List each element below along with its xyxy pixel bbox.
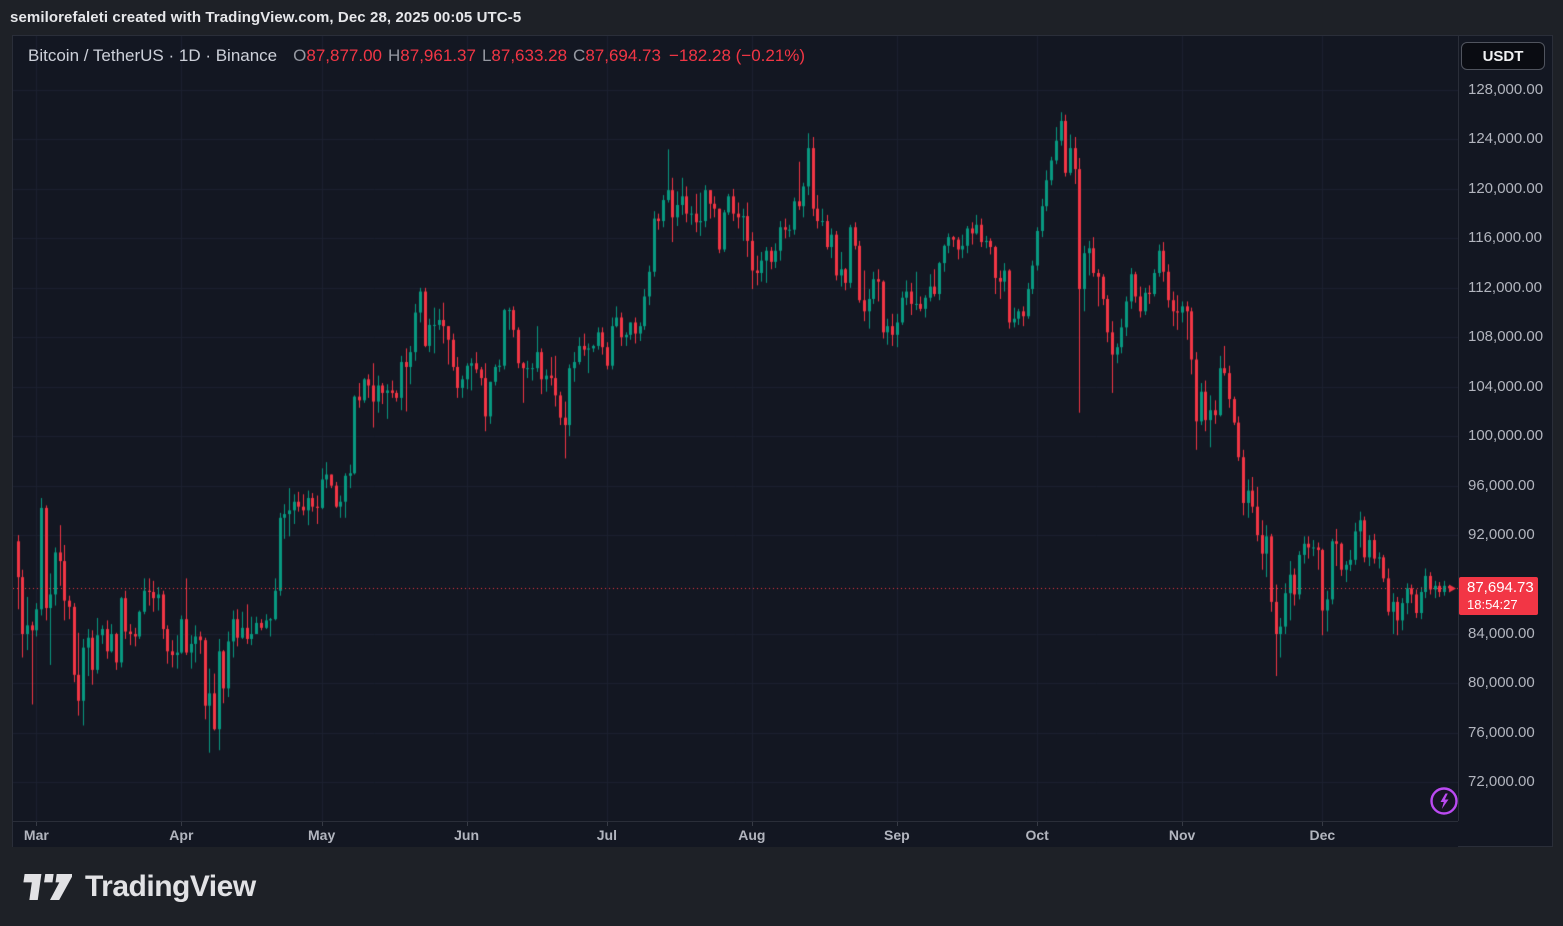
time-axis[interactable]: Mar Apr May Jun Jul Aug Sep Oct Nov Dec — [13, 821, 1458, 847]
y-axis-label: 72,000.00 — [1468, 773, 1535, 791]
chart-plot-area[interactable]: Bitcoin / TetherUS · 1D · Binance O87,877… — [13, 36, 1458, 821]
y-axis-label: 96,000.00 — [1468, 476, 1535, 494]
tradingview-logo-icon — [23, 873, 72, 900]
x-axis-tick — [897, 822, 898, 826]
x-axis-label: Aug — [738, 827, 766, 843]
last-price-label: 87,694.73 18:54:27 — [1459, 577, 1538, 616]
high-label: H — [388, 46, 401, 65]
x-axis-label: Mar — [23, 827, 49, 843]
y-axis-label: 100,000.00 — [1468, 427, 1544, 445]
footer: TradingView — [0, 847, 1563, 926]
y-axis-label: 80,000.00 — [1468, 674, 1535, 692]
x-axis-label: Jul — [596, 827, 618, 843]
x-axis-label: Apr — [169, 827, 194, 843]
x-axis-tick — [752, 822, 753, 826]
open-label: O — [293, 46, 307, 65]
x-axis-label: Nov — [1168, 827, 1196, 843]
bar-countdown: 18:54:27 — [1467, 597, 1518, 613]
x-axis-label: Dec — [1309, 827, 1336, 843]
y-axis-label: 120,000.00 — [1468, 179, 1544, 197]
x-axis-tick — [36, 822, 37, 826]
change-value: −182.28 (−0.21%) — [668, 46, 806, 65]
x-axis-tick — [467, 822, 468, 826]
tradingview-wordmark: TradingView — [85, 869, 256, 903]
close-label: C — [573, 46, 586, 65]
y-axis-label: 108,000.00 — [1468, 328, 1544, 346]
x-axis-tick — [1322, 822, 1323, 826]
attribution-bar: semilorefaleti created with TradingView.… — [10, 0, 521, 35]
open-value: 87,877.00 — [306, 46, 383, 65]
x-axis-tick — [322, 822, 323, 826]
candlestick-chart[interactable] — [13, 36, 1458, 821]
y-axis-label: 124,000.00 — [1468, 130, 1544, 148]
y-axis-label: 92,000.00 — [1468, 526, 1535, 544]
symbol-title: Bitcoin / TetherUS · 1D · Binance — [28, 46, 278, 65]
y-axis-label: 84,000.00 — [1468, 625, 1535, 643]
symbol-legend: Bitcoin / TetherUS · 1D · Binance O87,877… — [28, 46, 805, 66]
x-axis-label: Sep — [883, 827, 910, 843]
x-axis-label: Oct — [1025, 827, 1049, 843]
y-axis-label: 76,000.00 — [1468, 723, 1535, 741]
y-axis-label: 128,000.00 — [1468, 81, 1544, 98]
x-axis-tick — [181, 822, 182, 826]
y-axis-label: 116,000.00 — [1468, 229, 1542, 247]
tradingview-logo[interactable]: TradingView — [20, 870, 256, 904]
currency-toggle-button[interactable]: USDT — [1461, 42, 1545, 70]
attribution-text: semilorefaleti created with TradingView.… — [10, 9, 522, 26]
price-axis[interactable]: USDT 87,694.73 18:54:27 128,000.00 124,00… — [1458, 36, 1552, 821]
y-axis-label: 112,000.00 — [1468, 278, 1542, 296]
chart-panel: Bitcoin / TetherUS · 1D · Binance O87,877… — [12, 35, 1553, 847]
last-price-value: 87,694.73 — [1467, 579, 1534, 597]
y-axis-label: 104,000.00 — [1468, 377, 1544, 395]
x-axis-tick — [1037, 822, 1038, 826]
x-axis-tick — [1182, 822, 1183, 826]
high-value: 87,961.37 — [400, 46, 476, 65]
close-value: 87,694.73 — [585, 46, 661, 65]
boost-lightning-icon[interactable] — [1428, 785, 1460, 817]
x-axis-tick — [607, 822, 608, 826]
low-value: 87,633.28 — [491, 46, 568, 65]
low-label: L — [481, 46, 492, 65]
x-axis-label: May — [308, 827, 336, 843]
x-axis-label: Jun — [454, 827, 480, 843]
